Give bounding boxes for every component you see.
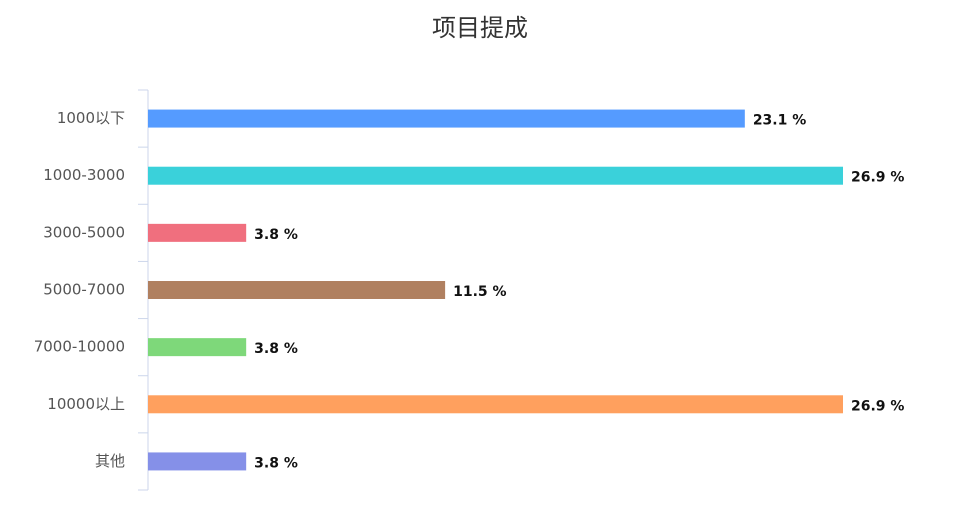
data-label: 11.5 % [453,284,506,300]
bar [148,109,745,128]
bar [148,338,247,357]
bar [148,395,843,414]
y-tick-label: 1000-3000 [43,166,125,184]
chart-title: 项目提成 [432,14,528,42]
y-tick-label: 5000-7000 [43,281,125,299]
y-tick-label: 10000以上 [47,395,125,413]
bar [148,223,247,242]
data-label: 23.1 % [753,113,806,129]
bar [148,281,446,299]
data-label: 26.9 % [851,170,904,186]
data-label: 26.9 % [851,398,904,414]
y-tick-label: 其他 [95,452,125,470]
bar [148,452,247,471]
data-label: 3.8 % [254,341,298,357]
y-tick-label: 3000-5000 [43,223,125,241]
data-label: 3.8 % [254,455,298,471]
data-label: 3.8 % [254,227,298,243]
bar [148,166,843,185]
y-tick-label: 1000以下 [57,109,125,127]
y-tick-label: 7000-10000 [34,338,125,356]
